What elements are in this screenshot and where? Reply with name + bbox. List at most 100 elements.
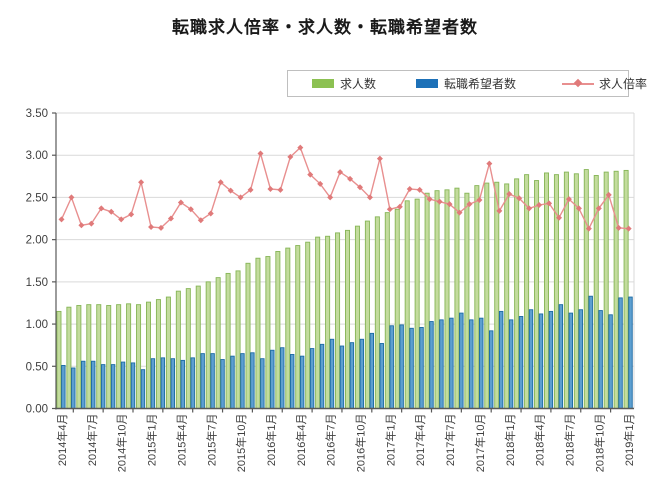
ratio-marker [426,196,433,203]
legend-item-jobs: 求人数 [312,75,376,92]
bar-jobs [185,288,191,409]
bar-jobs [126,303,132,409]
bar-seekers [598,310,603,409]
bar-jobs [205,281,211,409]
bar-seekers [528,309,534,409]
bar-seekers [618,297,623,409]
bar-seekers [120,361,126,409]
ratio-marker [396,203,403,210]
bar-seekers [349,342,355,409]
bar-seekers [409,327,414,409]
bar-jobs [325,235,331,409]
bar-jobs [116,304,122,409]
bar-seekers [180,359,185,409]
bar-seekers [240,353,245,409]
bar-seekers [210,353,215,409]
bar-jobs [315,236,321,409]
bar-jobs [514,178,520,409]
bar-seekers [150,358,156,409]
x-tick-label: 2014年4月 [55,414,69,467]
bar-jobs [454,187,460,409]
ratio-marker [207,210,214,217]
bar-jobs [285,247,291,409]
bar-jobs [275,251,281,409]
bar-seekers [588,295,593,409]
bar-jobs [96,304,102,409]
bar-seekers [558,304,564,409]
bar-seekers [160,357,166,409]
bar-jobs [235,270,241,409]
bar-seekers [628,296,633,409]
bar-seekers [250,352,255,409]
bar-seekers [608,314,613,409]
bar-seekers [339,345,345,409]
y-tick-label: 0.00 [26,404,48,416]
bar-jobs [215,277,221,409]
ratio-marker [187,206,194,213]
bar-seekers [518,316,524,409]
bar-jobs [364,220,370,409]
bar-seekers [369,332,374,409]
x-tick-label: 2016年10月 [354,414,368,473]
ratio-marker [197,217,204,224]
bar-jobs [553,174,559,409]
bar-seekers [299,355,305,409]
bar-seekers [230,355,235,409]
bar-seekers [439,319,444,409]
bar-seekers [280,347,285,409]
bar-jobs [155,299,161,409]
bar-seekers [319,343,325,409]
bar-seekers [479,317,484,409]
x-tick-label: 2017年4月 [413,414,427,467]
bar-jobs [534,180,540,409]
bar-seekers [359,338,365,409]
x-tick-label: 2018年7月 [562,414,576,467]
ratio-marker [158,224,164,231]
legend-label-ratio: 求人倍率 [599,77,648,91]
bar-seekers [329,338,335,409]
bar-jobs [245,262,251,409]
x-tick-label: 2016年1月 [264,414,278,467]
bar-seekers [100,364,106,409]
x-tick-label: 2016年4月 [294,414,308,467]
ratio-marker [267,185,274,192]
ratio-marker [177,199,184,206]
x-tick-label: 2018年4月 [533,414,547,467]
ratio-marker [625,225,632,232]
bar-seekers [220,359,225,409]
ratio-marker [556,214,562,221]
bar-seekers [71,367,76,409]
bar-jobs [305,241,311,409]
ratio-marker [486,160,493,167]
ratio-marker [406,185,413,192]
ratio-marker [456,209,463,216]
line-marker-swatch-icon [562,78,595,89]
ratio-marker [357,184,363,191]
ratio-marker [565,196,572,203]
bar-jobs [76,305,82,409]
bar-seekers [568,312,573,409]
bar-jobs [265,256,271,409]
ratio-marker [307,171,314,178]
ratio-marker [506,191,513,198]
bar-seekers [81,360,86,409]
ratio-marker [476,196,483,203]
ratio-marker [595,205,602,212]
legend-item-seekers: 転職希望者数 [416,75,516,92]
blue-bar-swatch-icon [416,79,439,88]
bar-jobs [66,306,72,409]
bar-jobs [165,296,171,409]
y-tick-label: 3.50 [26,108,48,120]
x-tick-label: 2015年1月 [145,414,159,467]
bar-jobs [225,272,231,409]
bar-seekers [459,312,464,409]
ratio-marker [148,223,155,230]
bar-jobs [86,304,92,409]
bar-seekers [399,324,404,409]
legend-label-jobs: 求人数 [340,77,377,91]
ratio-marker [327,194,334,201]
chart-title: 転職求人倍率・求人数・転職希望者数 [172,18,478,37]
bar-seekers [449,317,454,409]
bar-jobs [623,169,629,409]
